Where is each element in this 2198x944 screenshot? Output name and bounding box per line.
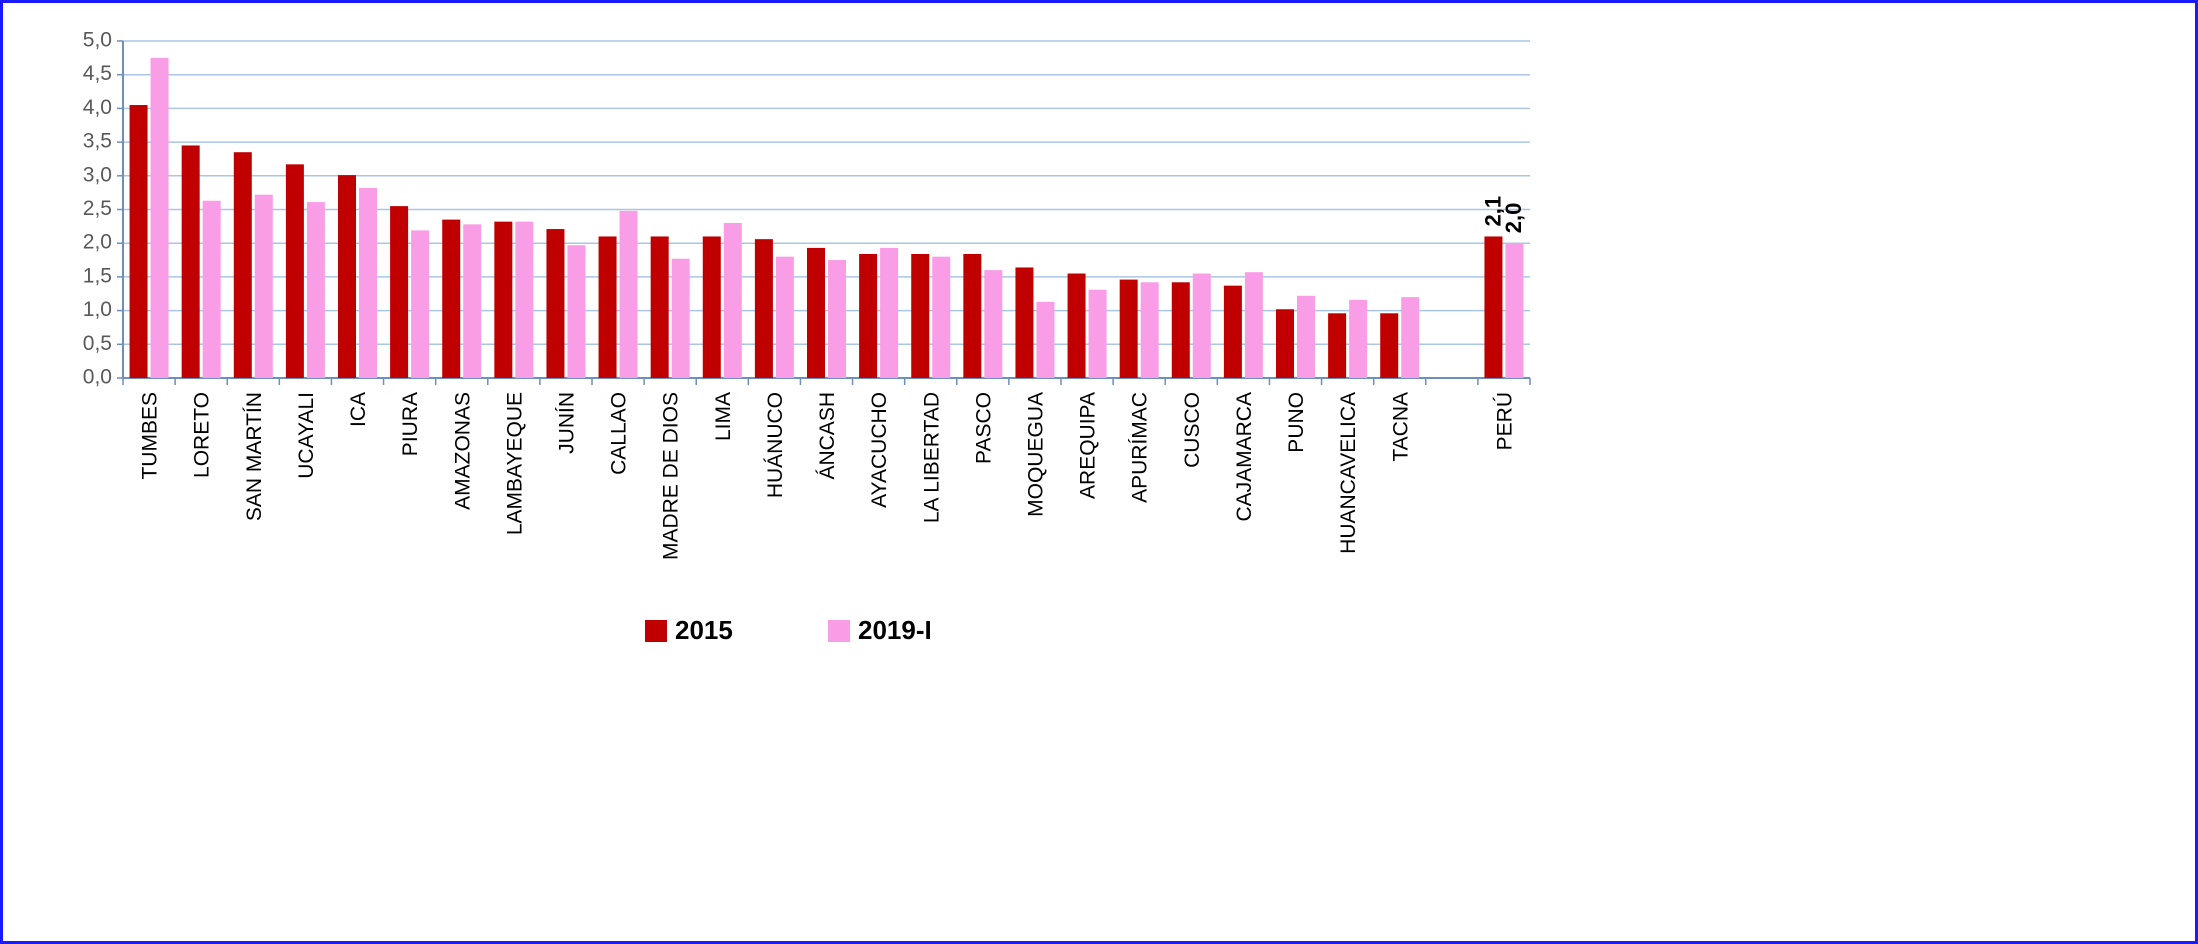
x-tick-label: AMAZONAS xyxy=(451,392,474,510)
bar xyxy=(880,247,899,378)
x-tick-label: ÁNCASH xyxy=(816,392,839,480)
bar xyxy=(1505,243,1524,378)
bar xyxy=(515,221,534,378)
x-tick-label: LORETO xyxy=(191,392,214,478)
x-tick-label: CALLAO xyxy=(608,392,631,475)
x-tick-label: PIURA xyxy=(399,392,422,456)
bar xyxy=(1484,236,1503,378)
bar xyxy=(1380,313,1399,378)
x-tick-label: HUÁNUCO xyxy=(764,392,787,498)
legend-label: 2015 xyxy=(675,615,733,645)
x-tick-label: MOQUEGUA xyxy=(1024,392,1047,517)
y-tick-label: 1,0 xyxy=(83,298,112,321)
bar xyxy=(254,194,273,378)
x-tick-label: LIMA xyxy=(712,392,735,441)
bar xyxy=(1015,267,1034,378)
y-tick-label: 2,0 xyxy=(83,231,112,254)
x-tick-label: UCAYALI xyxy=(295,392,318,479)
y-tick-label: 3,5 xyxy=(83,130,112,153)
bar xyxy=(598,236,617,378)
bar xyxy=(1276,309,1294,378)
bar xyxy=(390,206,409,378)
bar xyxy=(285,164,304,378)
bar xyxy=(442,219,461,378)
y-tick-label: 0,5 xyxy=(83,332,112,355)
bar xyxy=(1297,295,1315,378)
bar xyxy=(150,57,169,378)
bar xyxy=(754,239,773,378)
bar xyxy=(1119,279,1138,378)
bar xyxy=(306,202,325,378)
bar xyxy=(650,236,669,378)
bar xyxy=(1349,299,1368,378)
bar xyxy=(859,253,878,378)
x-tick-label: MADRE DE DIOS xyxy=(660,392,683,560)
bar xyxy=(1328,313,1347,378)
legend-swatch xyxy=(645,620,667,642)
x-tick-label: AREQUIPA xyxy=(1077,392,1100,499)
x-tick-label: TACNA xyxy=(1389,392,1412,462)
bar xyxy=(911,253,930,378)
legend-swatch xyxy=(828,620,850,642)
bar xyxy=(807,247,825,378)
y-tick-label: 1,5 xyxy=(83,264,112,287)
bar xyxy=(181,145,200,378)
bar xyxy=(1223,285,1242,378)
bar xyxy=(1171,282,1190,378)
bar xyxy=(1192,273,1211,378)
x-tick-label: LA LIBERTAD xyxy=(920,392,943,523)
bar xyxy=(567,245,586,378)
bar xyxy=(1244,272,1263,378)
x-tick-label: PASCO xyxy=(972,392,995,464)
bar xyxy=(233,152,252,378)
x-tick-label: LAMBAYEQUE xyxy=(503,392,526,535)
legend-label: 2019-I xyxy=(858,615,932,645)
x-tick-label: JUNÍN xyxy=(555,392,578,454)
x-tick-label: PUNO xyxy=(1285,392,1308,453)
x-tick-label: TUMBES xyxy=(139,392,162,480)
y-tick-label: 3,0 xyxy=(83,163,112,186)
bar xyxy=(723,222,742,378)
bar xyxy=(932,256,951,378)
x-tick-label: CAJAMARCA xyxy=(1233,392,1256,522)
y-tick-label: 4,5 xyxy=(83,62,112,85)
bar xyxy=(671,258,690,378)
bar xyxy=(1067,273,1086,378)
bar xyxy=(619,210,638,378)
bar xyxy=(984,270,1003,378)
x-tick-label: PERÚ xyxy=(1493,392,1516,450)
bar xyxy=(1140,282,1159,378)
value-label: 2,1 xyxy=(1480,196,1505,227)
bar xyxy=(702,236,721,378)
bar xyxy=(828,260,846,378)
y-tick-label: 0,0 xyxy=(83,366,112,389)
bar xyxy=(1088,289,1107,378)
y-tick-label: 5,0 xyxy=(83,29,112,52)
y-tick-label: 2,5 xyxy=(83,197,112,220)
x-tick-label: CUSCO xyxy=(1181,392,1204,468)
bar xyxy=(494,221,513,378)
bar xyxy=(338,175,356,378)
x-tick-label: APURÍMAC xyxy=(1129,392,1152,503)
bar xyxy=(463,224,482,378)
value-label: 2,0 xyxy=(1501,203,1526,234)
bar xyxy=(1036,301,1055,378)
bar xyxy=(546,229,565,378)
x-tick-label: ICA xyxy=(347,392,370,427)
x-tick-label: HUANCAVELICA xyxy=(1337,392,1360,554)
bar xyxy=(963,253,982,378)
bar xyxy=(202,200,221,378)
bar xyxy=(129,105,148,378)
bar xyxy=(411,230,430,378)
y-tick-label: 4,0 xyxy=(83,96,112,119)
bar xyxy=(359,187,377,378)
x-tick-label: AYACUCHO xyxy=(868,392,891,508)
bar xyxy=(775,256,794,378)
bar xyxy=(1401,297,1420,378)
x-tick-label: SAN MARTÍN xyxy=(243,392,266,521)
